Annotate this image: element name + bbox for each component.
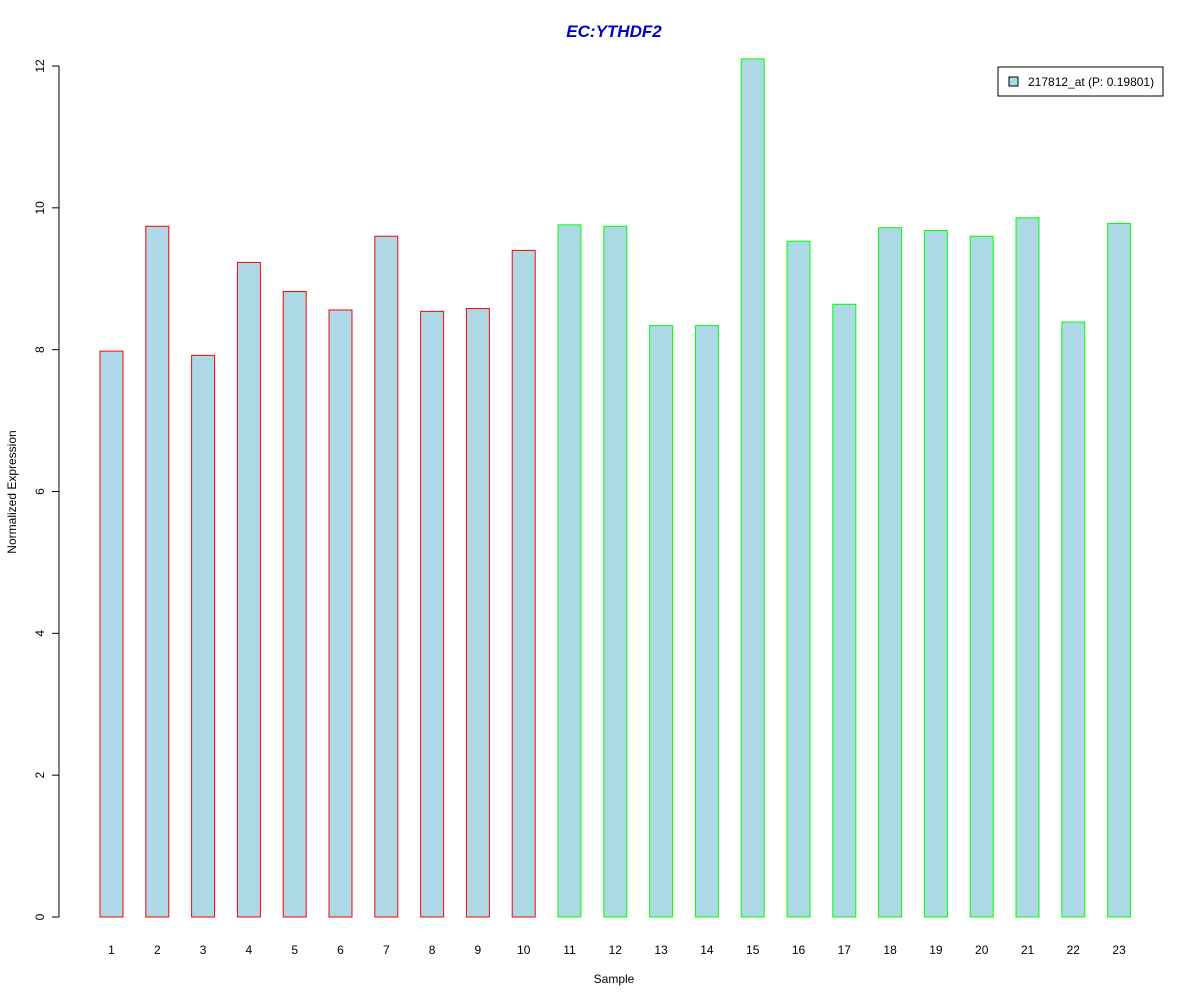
y-axis: 0 2 4 6 8 10 12	[33, 59, 60, 920]
x-tick-label: 11	[563, 943, 576, 957]
x-tick-label: 12	[609, 943, 623, 957]
bar	[465, 308, 490, 918]
x-tick-label: 8	[429, 943, 436, 957]
x-tick-label: 22	[1067, 943, 1081, 957]
y-tick-label: 6	[33, 488, 47, 495]
legend: 217812_at (P: 0.19801)	[997, 66, 1164, 97]
x-tick-label: 17	[838, 943, 852, 957]
legend-label: 217812_at (P: 0.19801)	[1028, 75, 1154, 89]
x-tick-label: 4	[246, 943, 253, 957]
bar	[236, 261, 261, 918]
bar	[282, 291, 307, 918]
y-tick-label: 10	[33, 201, 47, 215]
x-tick-label: 10	[517, 943, 531, 957]
y-tick-label: 12	[33, 59, 47, 73]
bar	[786, 240, 811, 918]
bar	[740, 58, 765, 918]
x-tick-label: 3	[200, 943, 207, 957]
x-tick-labels: 1 2 3 4 5 6 7 8 9 10 11 12 13 14 15 16 17 18 19 20 21 22 23	[108, 943, 1126, 957]
bar	[99, 350, 124, 918]
bar	[603, 225, 628, 918]
x-tick-label: 2	[154, 943, 161, 957]
legend-box	[997, 66, 1164, 97]
bar	[1015, 217, 1040, 918]
y-tick-label: 8	[33, 346, 47, 353]
bar	[923, 230, 948, 918]
bar	[191, 354, 216, 918]
y-axis-label: Normalized Expression	[5, 430, 19, 553]
y-tick-label: 0	[33, 913, 47, 920]
x-tick-label: 20	[975, 943, 989, 957]
chart-title: EC:YTHDF2	[566, 22, 662, 41]
bar	[1061, 321, 1086, 918]
bar	[878, 227, 903, 918]
x-tick-label: 19	[929, 943, 943, 957]
y-tick-label: 4	[33, 630, 47, 637]
x-tick-label: 1	[108, 943, 115, 957]
bar	[145, 225, 170, 918]
bar	[374, 235, 399, 918]
x-tick-label: 6	[337, 943, 344, 957]
bar	[420, 310, 445, 918]
x-tick-label: 18	[883, 943, 897, 957]
bar	[649, 325, 674, 918]
bar	[694, 325, 719, 918]
x-tick-label: 7	[383, 943, 390, 957]
bar	[969, 235, 994, 918]
x-tick-label: 9	[475, 943, 482, 957]
x-tick-label: 5	[291, 943, 298, 957]
bar	[557, 224, 582, 918]
y-tick-label: 2	[33, 772, 47, 779]
x-tick-label: 21	[1021, 943, 1035, 957]
bar	[832, 303, 857, 918]
x-tick-label: 13	[654, 943, 668, 957]
bars	[99, 58, 1132, 918]
x-tick-label: 15	[746, 943, 760, 957]
bar	[511, 249, 536, 918]
bar	[328, 309, 353, 918]
x-axis-label: Sample	[594, 972, 635, 986]
x-tick-label: 14	[700, 943, 714, 957]
bar	[1107, 222, 1132, 918]
legend-swatch	[1008, 76, 1019, 87]
x-tick-label: 23	[1112, 943, 1126, 957]
x-tick-label: 16	[792, 943, 806, 957]
